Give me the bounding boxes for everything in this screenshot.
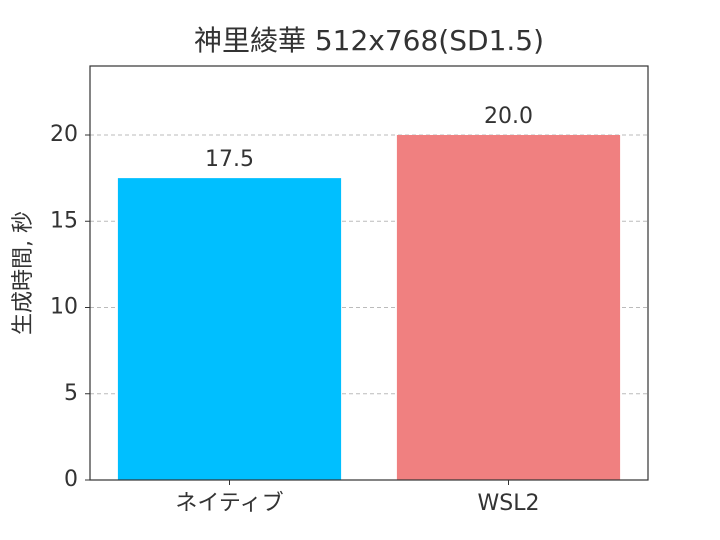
x-tick-label: WSL2 <box>478 491 540 516</box>
bar <box>396 135 621 480</box>
y-tick-label: 15 <box>50 208 78 233</box>
value-label: 17.5 <box>205 147 254 172</box>
y-tick-label: 20 <box>50 122 78 147</box>
plot-frame <box>89 65 649 481</box>
x-tick-label: ネイティブ <box>175 491 283 516</box>
value-label: 20.0 <box>484 104 533 129</box>
y-tick-label: 0 <box>64 467 78 492</box>
y-axis-label: 生成時間, 秒 <box>11 211 36 335</box>
bar <box>117 178 342 480</box>
y-tick-label: 5 <box>64 381 78 406</box>
y-tick-label: 10 <box>50 295 78 320</box>
chart-title: 神里綾華 512x768(SD1.5) <box>194 24 544 57</box>
